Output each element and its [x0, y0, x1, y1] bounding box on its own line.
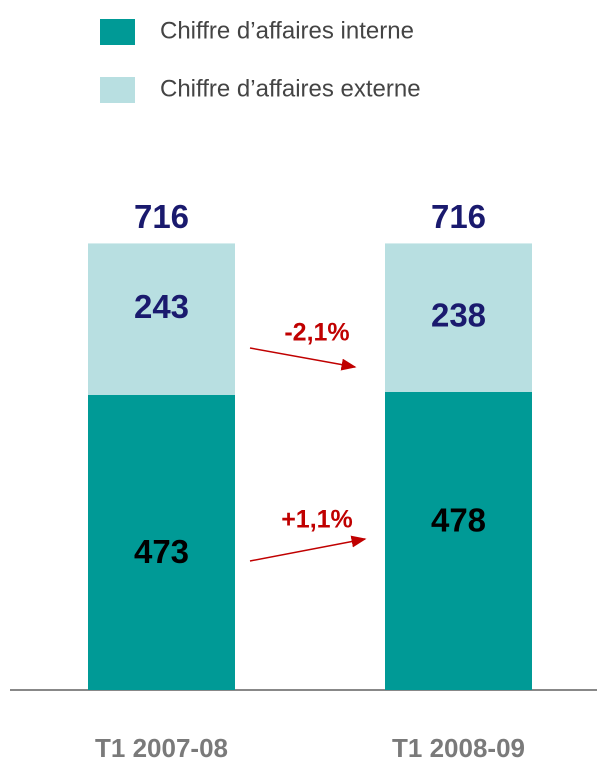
annotation: +1,1%: [281, 506, 353, 534]
legend-swatch: [100, 19, 135, 45]
x-tick-label: T1 2008-09: [392, 733, 525, 763]
x-tick-label: T1 2007-08: [95, 733, 228, 763]
bar-segment: [88, 394, 235, 690]
data-label: 238: [431, 296, 486, 333]
legend-swatch: [100, 77, 135, 103]
bar-segment: [385, 243, 532, 392]
total-label: 716: [134, 198, 189, 235]
data-label: 473: [134, 533, 189, 570]
legend-label: Chiffre d’affaires interne: [160, 17, 414, 44]
legend-label: Chiffre d’affaires externe: [160, 75, 421, 102]
total-label: 716: [431, 198, 486, 235]
bar-segment: [385, 391, 532, 690]
arrow: [249, 535, 367, 562]
data-label: 478: [431, 502, 486, 539]
bar-segment: [88, 243, 235, 395]
arrow: [249, 347, 357, 371]
data-label: 243: [134, 288, 189, 325]
annotation: -2,1%: [284, 319, 349, 347]
